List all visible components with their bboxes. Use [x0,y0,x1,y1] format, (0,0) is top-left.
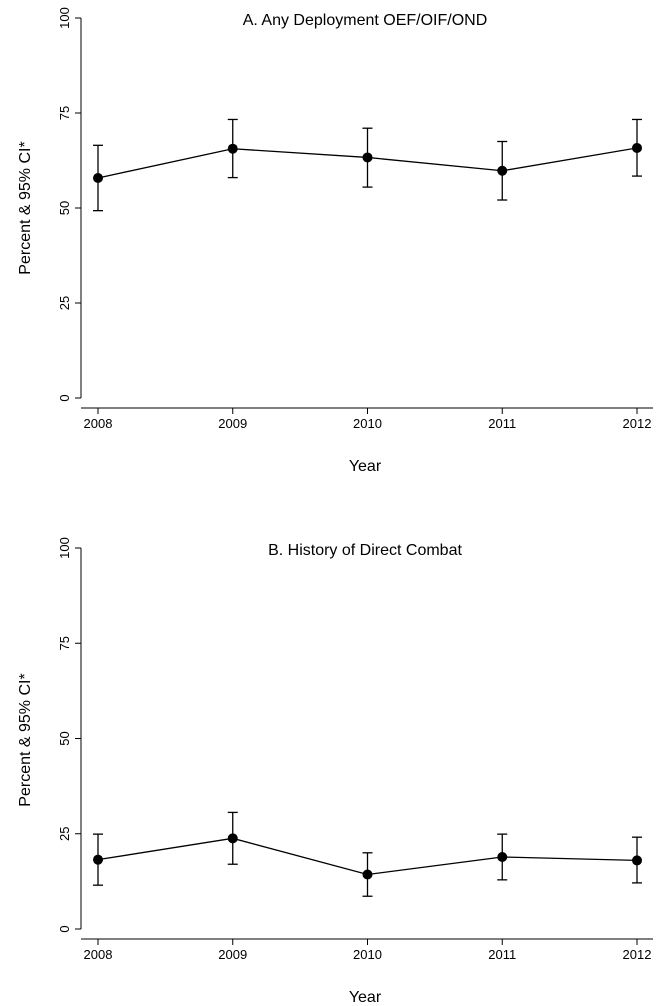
data-point [362,869,373,880]
panel-a-title: A. Any Deployment OEF/OIF/OND [243,12,488,29]
y-tick-label: 25 [57,296,72,310]
panel-b-ylabel: Percent & 95% CI* [17,673,34,806]
x-tick-label: 2008 [84,416,113,431]
x-tick-label: 2011 [488,947,516,962]
x-tick-label: 2012 [623,947,652,962]
data-point [227,833,238,844]
data-point [497,851,508,862]
x-tick-label: 2012 [623,416,652,431]
data-point [632,142,642,153]
y-tick-label: 50 [57,201,72,215]
panel-a: A. Any Deployment OEF/OIF/OND Percent & … [17,7,653,475]
data-point [632,855,642,866]
y-tick-label: 0 [57,925,72,932]
y-tick-label: 100 [57,537,72,559]
y-tick-label: 25 [57,827,72,841]
data-point [227,143,238,154]
data-point [497,165,508,176]
x-tick-label: 2010 [353,947,382,962]
y-tick-label: 75 [57,106,72,120]
x-tick-label: 2010 [353,416,382,431]
x-tick-label: 2008 [84,947,113,962]
y-tick-label: 75 [57,636,72,650]
y-tick-label: 100 [57,7,72,29]
data-point [93,172,103,183]
panel-b-title: B. History of Direct Combat [268,542,462,559]
panel-b-xlabel: Year [349,989,382,1006]
data-point [362,152,373,163]
panel-a-ylabel: Percent & 95% CI* [17,141,34,274]
panel-b: B. History of Direct Combat Percent & 95… [17,537,653,1006]
panel-a-xlabel: Year [349,458,382,475]
y-tick-label: 50 [57,731,72,745]
x-tick-label: 2009 [218,947,247,962]
x-tick-label: 2009 [218,416,247,431]
y-tick-label: 0 [57,394,72,401]
data-point [93,854,103,865]
x-tick-label: 2011 [488,416,516,431]
